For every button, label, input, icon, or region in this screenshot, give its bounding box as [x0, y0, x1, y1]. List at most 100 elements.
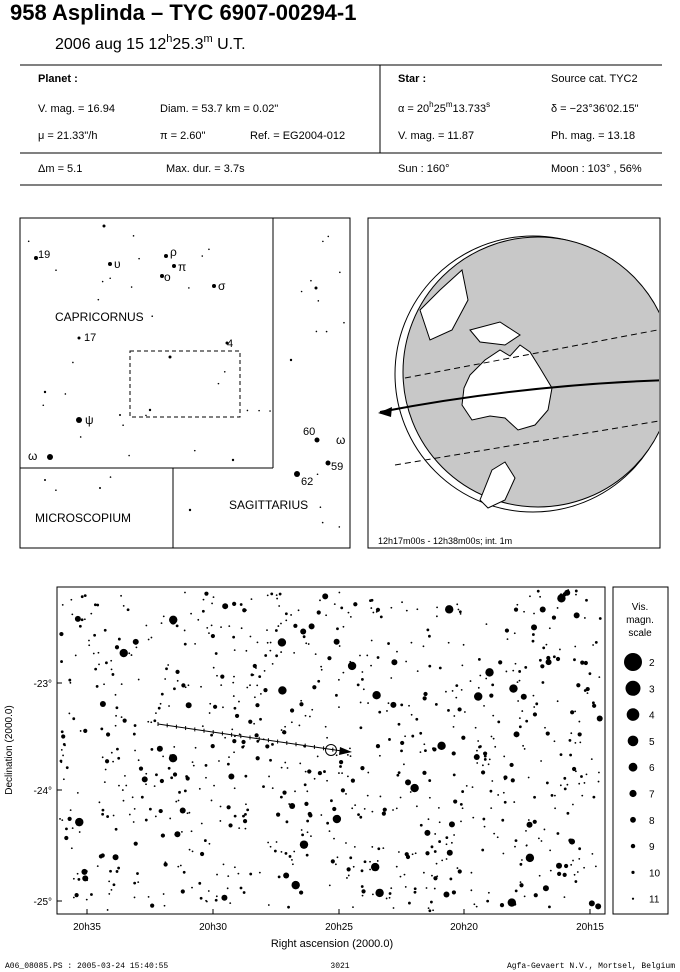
field-star [577, 732, 582, 737]
finder-label: ω [28, 449, 37, 463]
field-star [370, 664, 372, 667]
field-star [304, 801, 309, 806]
field-star [434, 702, 438, 706]
field-star [185, 702, 192, 709]
field-star [450, 841, 453, 844]
field-star [69, 809, 72, 812]
star-label: Star : [398, 73, 426, 85]
field-star [124, 774, 126, 777]
field-star [168, 705, 170, 707]
field-star [399, 796, 402, 799]
field-star [147, 720, 150, 723]
field-star [158, 808, 163, 814]
field-star [298, 724, 301, 727]
field-star [176, 679, 179, 682]
field-star [293, 850, 296, 853]
field-star [291, 880, 300, 890]
field-star [130, 654, 133, 656]
finder-star [172, 264, 176, 268]
field-star [526, 821, 533, 828]
field-star [188, 811, 191, 814]
field-star [262, 785, 265, 789]
field-star [219, 820, 222, 822]
finder-label: 19 [38, 249, 50, 261]
finder-star [327, 235, 330, 238]
field-star [481, 848, 485, 852]
field-star [231, 728, 234, 731]
field-star [397, 851, 400, 853]
field-star [381, 811, 386, 816]
finder-star [322, 240, 324, 243]
field-star [563, 896, 566, 899]
field-star [212, 704, 218, 709]
field-star [76, 872, 79, 875]
field-star [180, 889, 185, 894]
finder-star [314, 286, 318, 290]
field-star [496, 836, 499, 839]
field-star [198, 787, 201, 790]
field-star [242, 819, 248, 824]
field-star [128, 652, 131, 655]
field-star [414, 852, 417, 855]
field-star [516, 681, 519, 684]
field-star [456, 603, 459, 606]
field-star [154, 815, 157, 818]
star-phmag: Ph. mag. = 13.18 [551, 130, 635, 142]
field-star [78, 831, 81, 833]
field-star [264, 654, 268, 657]
field-star [125, 784, 128, 787]
star-alpha: α = 20h25m13.733s [398, 100, 490, 115]
field-star [416, 608, 419, 611]
field-star [233, 866, 236, 869]
field-star [485, 677, 488, 680]
field-star [115, 706, 119, 710]
field-star [60, 730, 64, 734]
field-star [194, 746, 197, 749]
field-star [213, 784, 215, 787]
field-star [140, 795, 144, 799]
field-star [117, 756, 121, 760]
field-star [492, 737, 495, 740]
field-star [533, 612, 535, 615]
field-star [425, 887, 428, 889]
field-star [160, 692, 164, 696]
x-tick-label: 20h20 [450, 922, 478, 933]
field-star [220, 626, 222, 629]
field-star [114, 693, 117, 696]
field-star [416, 670, 419, 673]
field-star [592, 701, 595, 705]
field-star [132, 638, 139, 645]
field-star [445, 858, 448, 860]
field-star [435, 862, 438, 865]
finder-label: 62 [301, 476, 313, 488]
field-star [574, 710, 577, 713]
field-star [541, 681, 545, 684]
legend-title: Vis. [632, 602, 649, 613]
field-star [533, 706, 536, 708]
field-star [147, 638, 150, 641]
field-star [238, 700, 240, 703]
field-star [300, 699, 303, 702]
field-star [280, 766, 283, 769]
field-star [513, 632, 516, 635]
field-star [74, 615, 81, 622]
finder-star [325, 330, 328, 333]
field-star [336, 814, 339, 818]
field-star [595, 903, 602, 910]
field-star [390, 677, 393, 679]
field-star [246, 808, 250, 812]
finder-star [315, 330, 318, 333]
field-star [375, 607, 381, 612]
finder-star [148, 408, 152, 412]
field-star [278, 686, 287, 695]
field-star [284, 612, 288, 616]
field-star [275, 841, 278, 843]
footer-center: 3021 [330, 962, 349, 971]
finder-star [321, 521, 324, 524]
field-star [228, 773, 235, 780]
field-star [199, 851, 205, 857]
field-star [238, 733, 241, 736]
field-star [461, 664, 464, 667]
field-star [457, 608, 460, 611]
field-star [455, 696, 458, 699]
